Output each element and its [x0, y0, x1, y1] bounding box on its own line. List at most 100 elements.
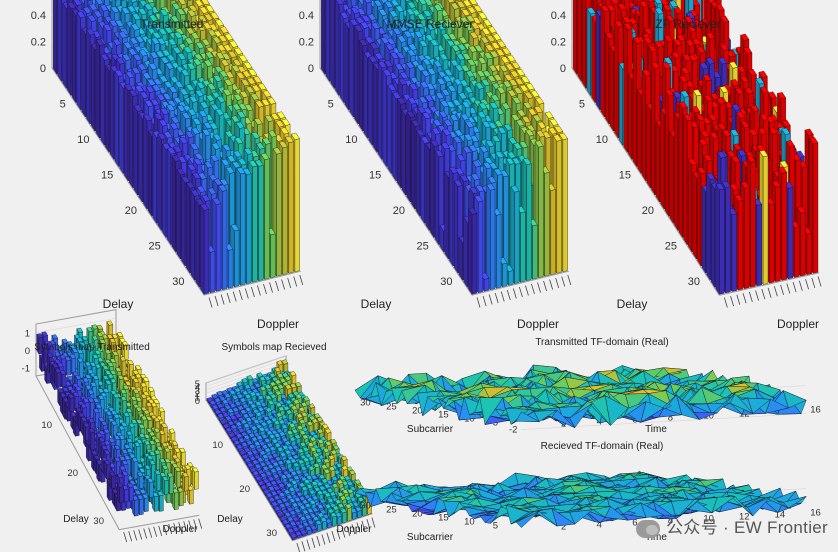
y-tick-mark [488, 294, 493, 305]
bar-top [103, 24, 112, 32]
bar-top [643, 27, 653, 35]
bar-top [510, 185, 520, 193]
x-tick-label: 20 [393, 205, 405, 217]
bar-top [447, 0, 455, 4]
bar-top [449, 166, 459, 174]
bar-top [278, 140, 288, 149]
bar-top [253, 117, 263, 125]
bar-top [444, 69, 453, 77]
bar-front [354, 25, 359, 125]
bar-top [358, 39, 368, 47]
bar-top [488, 162, 498, 170]
bar-top [490, 94, 500, 102]
bar-front [110, 66, 115, 160]
bar-top [549, 118, 559, 126]
bar-top [469, 0, 478, 6]
bar-top [181, 112, 191, 120]
bar-top [525, 83, 535, 91]
bar-top [487, 26, 497, 34]
bar [510, 185, 520, 285]
bar-top [139, 91, 149, 99]
bar-top [137, 63, 147, 71]
bar-top [162, 92, 172, 101]
bar-top [477, 56, 487, 65]
bar-top [462, 53, 472, 61]
bar-front [573, 0, 577, 75]
bar-top [255, 100, 265, 108]
chart-transmitted: 00.20.40.60.8151015202530TransmittedDela… [0, 0, 304, 340]
y-tick-mark [525, 285, 529, 296]
bar-top [453, 179, 463, 187]
bar-top [441, 33, 451, 41]
bar-top [152, 31, 162, 39]
z-tick-label: 0.4 [299, 10, 314, 22]
bar-top [118, 31, 128, 39]
bar-top [198, 15, 208, 23]
bar-top [196, 23, 206, 31]
bar-top [505, 63, 515, 71]
bar-top [397, 35, 407, 43]
bar-top [511, 157, 521, 165]
bar-top [361, 15, 371, 23]
bar-top [280, 127, 290, 135]
bar-top [493, 74, 503, 82]
bar-top [115, 19, 125, 27]
bar-top [246, 77, 256, 85]
bar-top [147, 78, 157, 86]
bar-front [129, 90, 134, 189]
bar-top [434, 150, 444, 158]
y-tick-mark [549, 279, 554, 290]
bar-top [466, 58, 476, 66]
bar-front [167, 148, 172, 246]
bar-top [199, 101, 209, 109]
bar-top [436, 77, 446, 85]
bar-front [105, 64, 110, 153]
bar-top [449, 114, 459, 122]
bar [522, 157, 532, 282]
bar-top [232, 103, 242, 111]
bar-top [189, 142, 199, 151]
bar-top [115, 57, 125, 65]
bar-top [469, 31, 479, 39]
bar-top [167, 38, 177, 46]
bar-top [88, 3, 98, 11]
bar-top [406, 8, 415, 16]
bar-top [383, 60, 393, 68]
bar-top [558, 132, 568, 141]
bar-top [507, 151, 517, 159]
bar-top [622, 16, 632, 24]
bar-top [202, 22, 212, 30]
bar-top [229, 40, 239, 48]
bar-top [243, 61, 253, 70]
bar-front [430, 140, 435, 239]
bar-front [340, 12, 345, 104]
x-tick-label: 10 [77, 134, 89, 146]
bar-top [435, 92, 445, 100]
bar-front [363, 52, 368, 139]
bar-top [473, 4, 483, 13]
bar-top [463, 133, 473, 141]
bar-side [484, 277, 490, 292]
bar-top [213, 74, 223, 82]
bar-top [414, 30, 424, 38]
bar-top [519, 141, 529, 149]
bar-top [125, 71, 135, 79]
x-tick-label: 25 [665, 241, 677, 253]
y-tick-mark [220, 294, 225, 305]
bar-top [606, 4, 616, 12]
bar-top [398, 24, 408, 32]
bar-top [489, 50, 499, 58]
bar-front [425, 143, 430, 231]
bar-top [224, 33, 234, 41]
bar-front [401, 109, 406, 196]
bar-top [194, 53, 204, 61]
x-axis-line [319, 67, 473, 296]
y-tick-mark [208, 297, 213, 308]
bar-side [234, 229, 240, 288]
bar-top [149, 51, 159, 59]
bar-top [544, 111, 554, 119]
x-tick-label: 5 [60, 99, 66, 111]
bar-front [596, 10, 600, 111]
bar-top [231, 64, 241, 73]
bar-top [238, 54, 248, 62]
